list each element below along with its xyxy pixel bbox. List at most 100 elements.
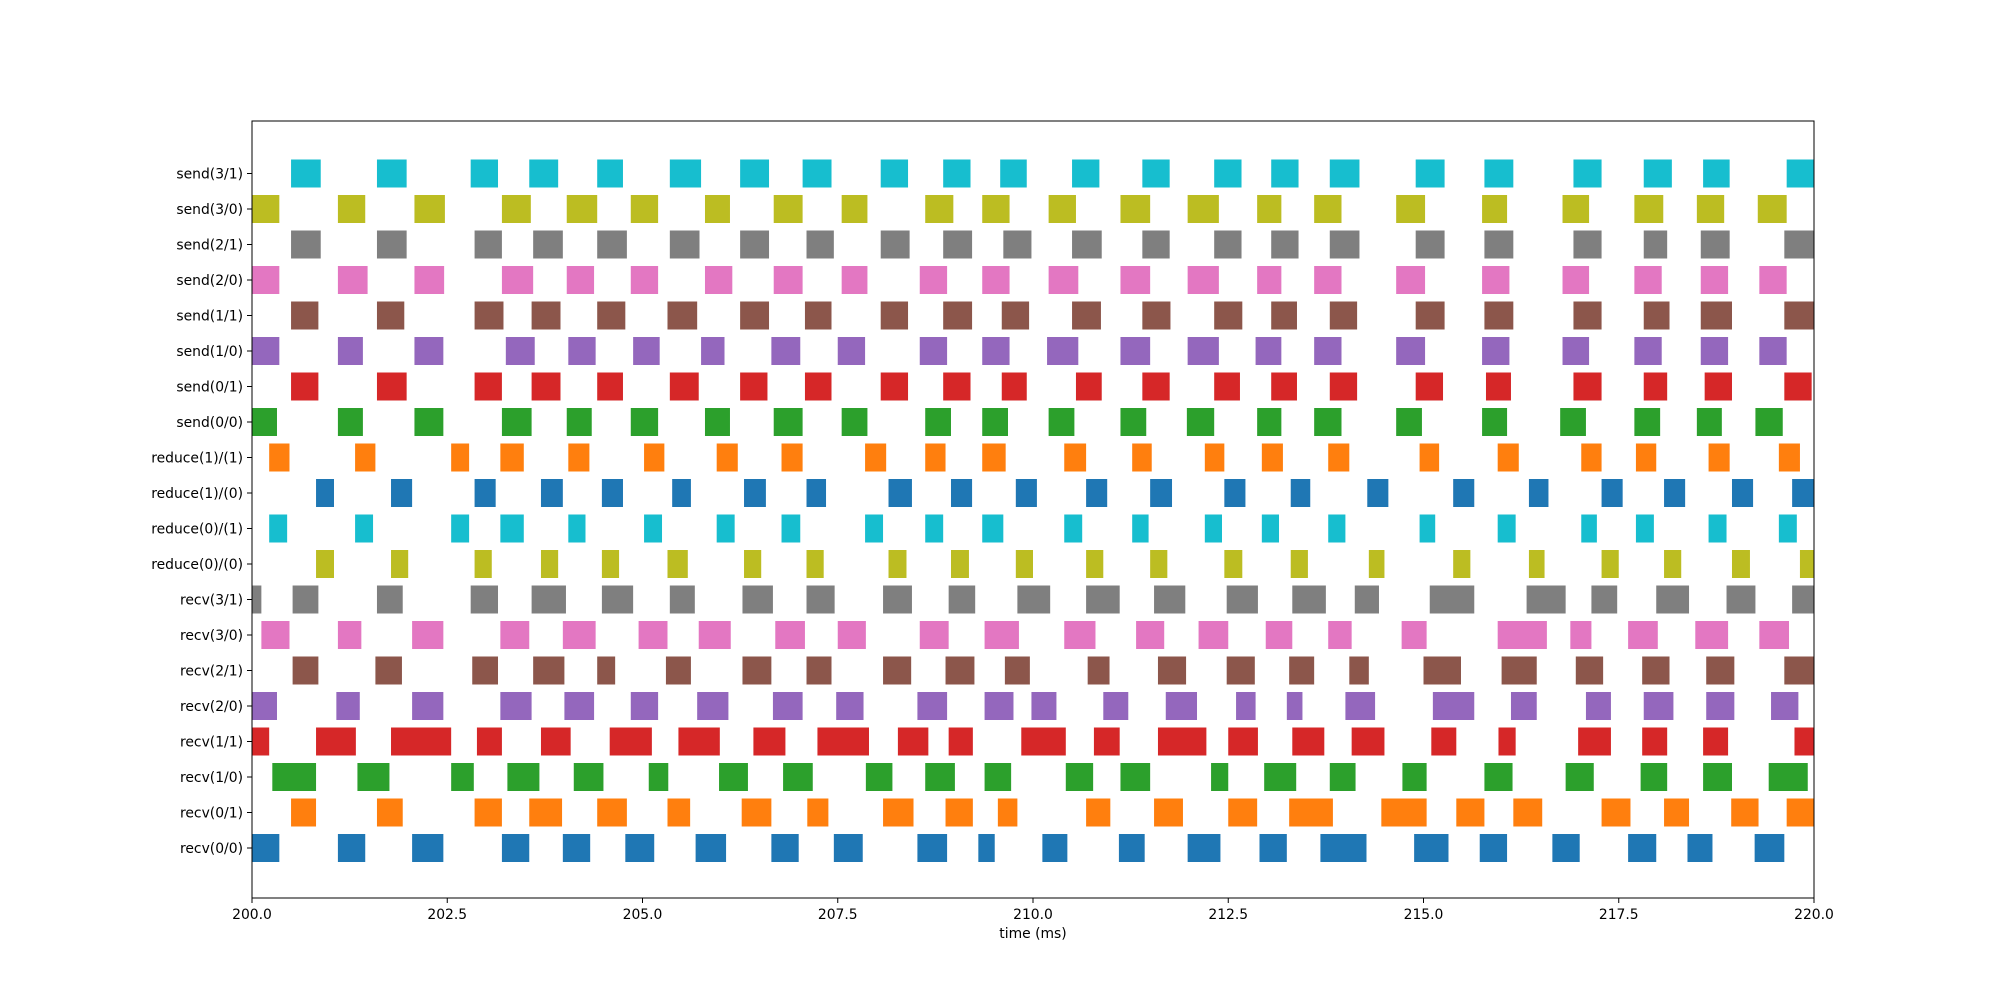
- interval-bar: [337, 337, 363, 365]
- interval-bar: [1664, 479, 1686, 507]
- interval-bar: [568, 443, 590, 472]
- interval-bar: [1401, 621, 1427, 649]
- interval-bar: [1696, 195, 1725, 223]
- interval-bar: [1565, 763, 1594, 791]
- interval-bar: [1573, 301, 1602, 330]
- interval-bar: [982, 408, 1008, 436]
- y-tick-label: recv(0/1): [180, 806, 243, 822]
- interval-bar: [501, 408, 532, 436]
- interval-bar: [291, 372, 319, 401]
- interval-bar: [698, 621, 731, 649]
- interval-bar: [669, 230, 700, 259]
- interval-bar: [644, 514, 663, 543]
- interval-bar: [1482, 195, 1508, 223]
- interval-bar: [1187, 337, 1219, 365]
- interval-bar: [500, 692, 532, 720]
- interval-bar: [865, 514, 884, 543]
- interval-bar: [252, 692, 277, 720]
- interval-bar: [802, 159, 832, 188]
- interval-bar: [773, 266, 803, 294]
- interval-bar: [292, 656, 319, 685]
- interval-bar: [1696, 408, 1722, 436]
- interval-bar: [1261, 443, 1283, 472]
- interval-bar: [1501, 656, 1537, 685]
- interval-bar: [1731, 550, 1750, 578]
- interval-bar: [919, 337, 948, 365]
- interval-bar: [1591, 585, 1618, 614]
- interval-bar: [775, 621, 805, 649]
- interval-bar: [1259, 834, 1287, 862]
- interval-bar: [984, 692, 1014, 720]
- interval-bar: [630, 266, 659, 294]
- interval-bar: [943, 159, 971, 188]
- interval-bar: [355, 443, 376, 472]
- interval-bar: [1226, 656, 1255, 685]
- interval-bar: [533, 656, 565, 685]
- interval-bar: [609, 727, 652, 756]
- interval-bar: [540, 727, 571, 756]
- interval-bar: [336, 692, 360, 720]
- interval-bar: [1510, 692, 1537, 720]
- interval-bar: [391, 479, 413, 507]
- interval-bar: [1482, 337, 1510, 365]
- interval-bar: [865, 763, 893, 791]
- interval-bar: [337, 266, 368, 294]
- interval-bar: [1214, 372, 1240, 401]
- y-tick-label: reduce(0)/(1): [151, 522, 243, 538]
- interval-bar: [531, 301, 561, 330]
- interval-bar: [272, 763, 317, 791]
- interval-bar: [1157, 656, 1187, 685]
- interval-bar: [716, 514, 735, 543]
- interval-bar: [704, 195, 730, 223]
- interval-bar: [1064, 514, 1083, 543]
- interval-bar: [1432, 692, 1475, 720]
- interval-bar: [1314, 266, 1342, 294]
- interval-bar: [1643, 159, 1672, 188]
- interval-bar: [451, 443, 470, 472]
- interval-bar: [678, 727, 720, 756]
- interval-bar: [1142, 301, 1171, 330]
- interval-bar: [252, 408, 277, 436]
- interval-bar: [984, 621, 1019, 649]
- interval-bar: [1757, 195, 1787, 223]
- interval-bar: [375, 656, 402, 685]
- interval-bar: [1328, 621, 1352, 649]
- interval-bar: [529, 159, 559, 188]
- interval-bar: [806, 550, 824, 578]
- interval-bar: [1423, 656, 1461, 685]
- interval-bar: [667, 550, 688, 578]
- interval-bar: [1120, 337, 1151, 365]
- interval-bar: [943, 372, 971, 401]
- interval-bar: [917, 692, 948, 720]
- interval-bar: [1257, 195, 1282, 223]
- interval-bar: [695, 834, 727, 862]
- interval-bar: [531, 372, 561, 401]
- interval-bar: [414, 337, 444, 365]
- interval-bar: [291, 230, 321, 259]
- interval-bar: [597, 230, 627, 259]
- interval-bar: [1120, 195, 1151, 223]
- interval-bar: [1132, 443, 1152, 472]
- interval-bar: [1703, 763, 1732, 791]
- interval-bar: [414, 195, 445, 223]
- interval-bar: [742, 585, 773, 614]
- interval-bar: [1484, 159, 1514, 188]
- interval-bar: [1345, 692, 1376, 720]
- interval-bar: [1784, 230, 1814, 259]
- interval-bar: [1628, 834, 1657, 862]
- interval-bar: [1628, 621, 1658, 649]
- interval-bar: [451, 514, 470, 543]
- interval-bar: [883, 798, 914, 827]
- interval-bar: [1271, 372, 1297, 401]
- interval-bar: [1703, 727, 1729, 756]
- interval-bar: [945, 656, 975, 685]
- interval-bar: [1573, 372, 1602, 401]
- interval-bar: [1224, 550, 1243, 578]
- interval-bar: [841, 266, 868, 294]
- interval-bar: [476, 727, 502, 756]
- interval-bar: [376, 301, 405, 330]
- interval-bar: [1786, 798, 1814, 827]
- interval-bar: [1664, 550, 1682, 578]
- interval-bar: [669, 159, 702, 188]
- interval-bar: [1634, 408, 1661, 436]
